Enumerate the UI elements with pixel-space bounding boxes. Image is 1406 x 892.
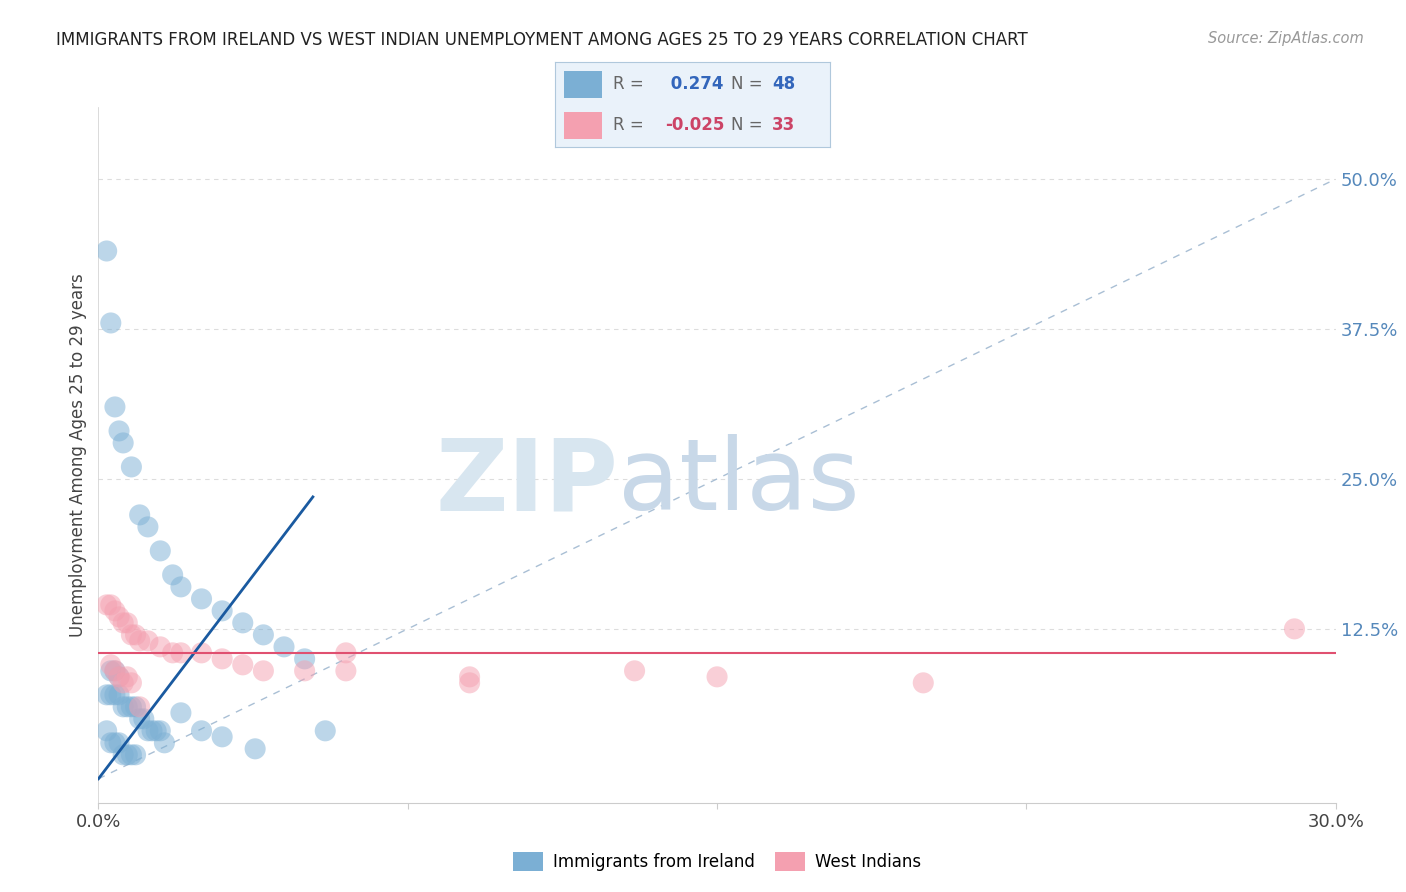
Point — [132, 712, 155, 726]
Text: N =: N = — [731, 116, 768, 134]
Point — [149, 544, 172, 558]
Point — [335, 664, 357, 678]
Point — [112, 676, 135, 690]
Point — [120, 676, 142, 690]
Point — [141, 723, 163, 738]
Point — [136, 633, 159, 648]
Point — [100, 664, 122, 678]
Point — [314, 723, 336, 738]
Point — [149, 640, 172, 654]
Point — [136, 723, 159, 738]
Point — [124, 628, 146, 642]
Point — [108, 424, 131, 438]
Legend: Immigrants from Ireland, West Indians: Immigrants from Ireland, West Indians — [506, 846, 928, 878]
Point — [108, 688, 131, 702]
Point — [243, 741, 266, 756]
Point — [108, 736, 131, 750]
Point — [128, 633, 150, 648]
Point — [112, 615, 135, 630]
Point — [170, 706, 193, 720]
Text: atlas: atlas — [619, 434, 859, 532]
Point — [912, 676, 935, 690]
Point — [706, 670, 728, 684]
Point — [100, 316, 122, 330]
Point — [232, 615, 254, 630]
Text: 33: 33 — [772, 116, 796, 134]
Point — [273, 640, 295, 654]
Point — [96, 688, 118, 702]
Point — [117, 670, 139, 684]
Point — [120, 628, 142, 642]
Point — [117, 699, 139, 714]
Point — [252, 664, 274, 678]
Point — [100, 598, 122, 612]
Text: IMMIGRANTS FROM IRELAND VS WEST INDIAN UNEMPLOYMENT AMONG AGES 25 TO 29 YEARS CO: IMMIGRANTS FROM IRELAND VS WEST INDIAN U… — [56, 31, 1028, 49]
Point — [96, 723, 118, 738]
Point — [124, 699, 146, 714]
Point — [211, 604, 233, 618]
Point — [104, 664, 127, 678]
Point — [335, 646, 357, 660]
Point — [458, 676, 481, 690]
Point — [294, 664, 316, 678]
Point — [136, 520, 159, 534]
Point — [149, 723, 172, 738]
Point — [96, 598, 118, 612]
Point — [458, 670, 481, 684]
Point — [124, 747, 146, 762]
Point — [128, 508, 150, 522]
Point — [120, 459, 142, 474]
Text: R =: R = — [613, 76, 650, 94]
Point — [145, 723, 167, 738]
Point — [104, 400, 127, 414]
Bar — [564, 71, 602, 98]
Point — [117, 615, 139, 630]
Point — [623, 664, 645, 678]
Point — [112, 436, 135, 450]
Point — [100, 736, 122, 750]
Point — [104, 736, 127, 750]
Point — [190, 723, 212, 738]
Point — [108, 610, 131, 624]
Point — [170, 646, 193, 660]
Point — [170, 580, 193, 594]
Point — [108, 670, 131, 684]
Point — [112, 699, 135, 714]
Point — [162, 646, 184, 660]
Point — [211, 730, 233, 744]
Point — [128, 712, 150, 726]
Text: R =: R = — [613, 116, 650, 134]
Point — [153, 736, 176, 750]
Point — [112, 747, 135, 762]
Point — [100, 688, 122, 702]
Text: Source: ZipAtlas.com: Source: ZipAtlas.com — [1208, 31, 1364, 46]
Text: -0.025: -0.025 — [665, 116, 724, 134]
Text: 48: 48 — [772, 76, 794, 94]
Text: 0.274: 0.274 — [665, 76, 724, 94]
Y-axis label: Unemployment Among Ages 25 to 29 years: Unemployment Among Ages 25 to 29 years — [69, 273, 87, 637]
Point — [104, 664, 127, 678]
Point — [162, 567, 184, 582]
Point — [128, 699, 150, 714]
Point — [108, 670, 131, 684]
Point — [190, 591, 212, 606]
Point — [117, 747, 139, 762]
Point — [104, 604, 127, 618]
Point — [120, 747, 142, 762]
Point — [294, 652, 316, 666]
Point — [120, 699, 142, 714]
Point — [190, 646, 212, 660]
Point — [1284, 622, 1306, 636]
Bar — [564, 112, 602, 139]
Point — [211, 652, 233, 666]
Text: ZIP: ZIP — [436, 434, 619, 532]
Point — [100, 657, 122, 672]
Point — [104, 688, 127, 702]
Point — [252, 628, 274, 642]
Point — [96, 244, 118, 258]
Point — [232, 657, 254, 672]
Text: N =: N = — [731, 76, 768, 94]
